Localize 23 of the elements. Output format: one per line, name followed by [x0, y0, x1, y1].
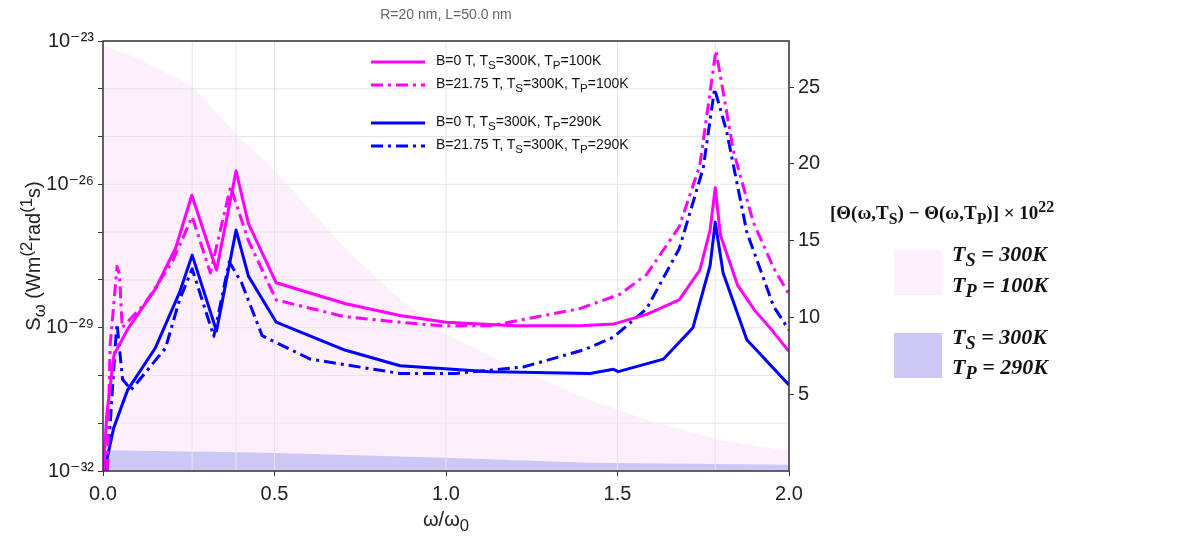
y2-tick-label: 20 — [798, 151, 821, 174]
y2-tick-label: 10 — [798, 304, 821, 327]
y2-tick-label: 5 — [798, 381, 810, 404]
x-tick-label: 1.0 — [432, 481, 460, 504]
y-tick-label: 10⁻³² — [47, 458, 95, 481]
legend-label: B=0 T, T$_{S}$=300K, T$_{P}$=100K — [436, 52, 602, 71]
legend-label: B=0 T, T$_{S}$=300K, T$_{P}$=290K — [436, 113, 602, 132]
legend-label: B=21.75 T, T$_{S}$=300K, T$_{P}$=290K — [436, 136, 629, 155]
x-tick-label: 0.5 — [260, 481, 289, 504]
y2-tick-label: 15 — [798, 228, 821, 251]
legend-label: B=21.75 T, T$_{S}$=300K, T$_{P}$=100K — [436, 75, 629, 94]
legend-label: T$_{S}$ = 300K T$_{P}$ = 290K — [952, 323, 1048, 386]
x-tick-label: 1.5 — [603, 481, 632, 504]
x-tick-label: 2.0 — [775, 481, 803, 504]
y-tick-label: 10⁻²³ — [47, 28, 95, 51]
y2-tick-label: 25 — [798, 74, 821, 97]
legend-label: T$_{S}$ = 300K T$_{P}$ = 100K — [952, 241, 1048, 303]
chart-title: R=20 nm, L=50.0 nm — [380, 6, 512, 22]
legend-title: [Θ(ω,T$_{S}$) − Θ(ω,T$_{P}$)] × 10$^{22}$ — [830, 198, 1055, 228]
x-tick-label: 0.0 — [89, 481, 117, 504]
y-tick-label: 10⁻²⁹ — [45, 315, 94, 338]
x-axis-title: ω/ω$_{0}$ — [422, 508, 470, 535]
y-tick-label: 10⁻²⁶ — [46, 171, 94, 194]
